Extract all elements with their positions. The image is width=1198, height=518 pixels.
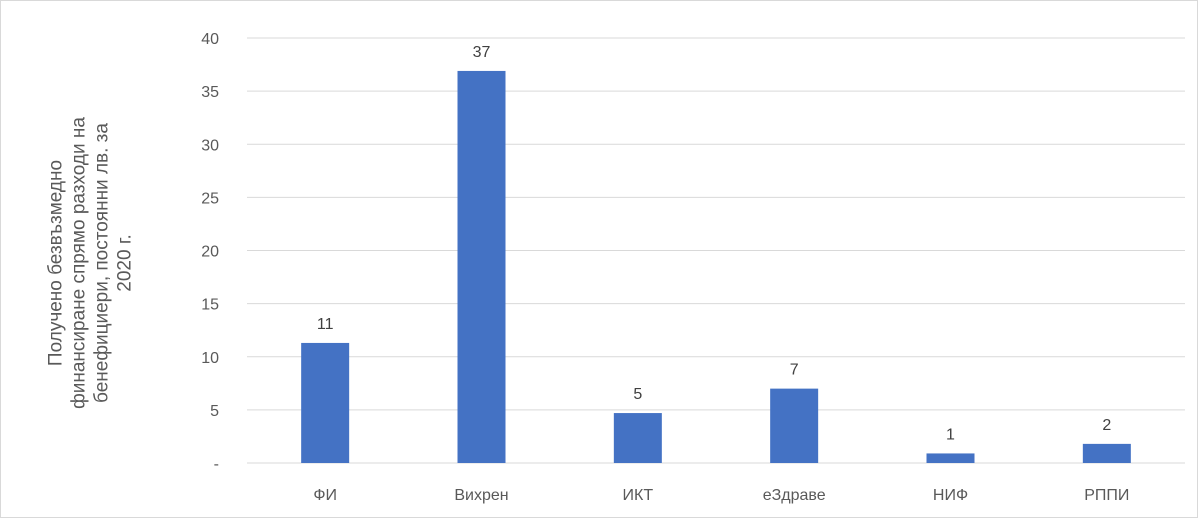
y-axis-title-line: бенефициери, постоянни лв. за [92, 123, 113, 403]
bar-6 [1082, 443, 1131, 463]
y-axis-title-line: 2020 г. [115, 234, 136, 291]
y-tick-label: 40 [201, 31, 219, 48]
y-axis-title-line: Получено безвъзмедно [46, 160, 67, 366]
x-tick-label: Вихрен [454, 487, 508, 504]
x-tick-label: ИКТ [623, 487, 654, 504]
data-label: 2 [1102, 417, 1111, 434]
y-axis-ticks: - 5 10 15 20 25 30 35 40 [201, 31, 219, 473]
bar-4 [770, 388, 819, 463]
y-tick-label: 15 [201, 297, 219, 314]
x-tick-label: еЗдраве [763, 487, 826, 504]
data-label: 11 [317, 316, 334, 333]
data-label: 37 [473, 44, 491, 61]
gridlines [247, 37, 1185, 464]
x-tick-label: НИФ [933, 487, 968, 504]
data-labels: 11 37 5 7 1 2 [317, 44, 1112, 444]
y-tick-label: 20 [201, 244, 219, 261]
y-tick-label: 5 [210, 403, 219, 420]
bar-1 [301, 342, 350, 463]
y-axis-title-line: финансиране спрямо разходи на [69, 117, 90, 409]
bar-3 [613, 413, 662, 463]
y-tick-label: 10 [201, 350, 219, 367]
y-axis-title: Получено безвъзмедно финансиране спрямо р… [46, 117, 136, 409]
data-label: 5 [633, 386, 642, 403]
bars [301, 70, 1131, 463]
x-tick-label: ФИ [313, 487, 337, 504]
bar-2 [457, 70, 506, 463]
y-tick-label: 25 [201, 190, 219, 207]
bar-5 [926, 453, 975, 463]
y-tick-label: 35 [201, 84, 219, 101]
x-axis-ticks: ФИ Вихрен ИКТ еЗдраве НИФ РППИ [313, 487, 1129, 504]
data-label: 7 [790, 362, 799, 379]
x-tick-label: РППИ [1084, 487, 1129, 504]
y-tick-label: 30 [201, 137, 219, 154]
data-label: 1 [946, 426, 955, 443]
y-tick-label: - [214, 456, 219, 473]
